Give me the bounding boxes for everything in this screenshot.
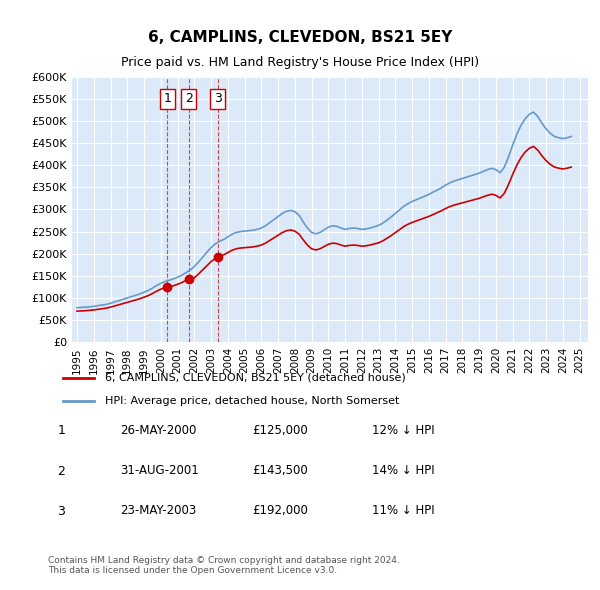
Text: 14% ↓ HPI: 14% ↓ HPI [372, 464, 434, 477]
Text: 2: 2 [185, 92, 193, 106]
Text: 1: 1 [58, 424, 65, 438]
Text: Contains HM Land Registry data © Crown copyright and database right 2024.
This d: Contains HM Land Registry data © Crown c… [48, 556, 400, 575]
Text: 6, CAMPLINS, CLEVEDON, BS21 5EY: 6, CAMPLINS, CLEVEDON, BS21 5EY [148, 30, 452, 44]
Text: Price paid vs. HM Land Registry's House Price Index (HPI): Price paid vs. HM Land Registry's House … [121, 56, 479, 69]
Text: 3: 3 [58, 504, 65, 518]
Text: 1: 1 [164, 92, 172, 106]
Text: £125,000: £125,000 [252, 424, 308, 437]
Text: £143,500: £143,500 [252, 464, 308, 477]
Text: 12% ↓ HPI: 12% ↓ HPI [372, 424, 434, 437]
Text: 6, CAMPLINS, CLEVEDON, BS21 5EY (detached house): 6, CAMPLINS, CLEVEDON, BS21 5EY (detache… [105, 373, 406, 383]
Text: 3: 3 [214, 92, 221, 106]
Text: 26-MAY-2000: 26-MAY-2000 [120, 424, 196, 437]
Text: 2: 2 [58, 464, 65, 478]
Text: 11% ↓ HPI: 11% ↓ HPI [372, 504, 434, 517]
Text: 23-MAY-2003: 23-MAY-2003 [120, 504, 196, 517]
Text: HPI: Average price, detached house, North Somerset: HPI: Average price, detached house, Nort… [105, 396, 399, 406]
Text: 31-AUG-2001: 31-AUG-2001 [120, 464, 199, 477]
Text: £192,000: £192,000 [252, 504, 308, 517]
